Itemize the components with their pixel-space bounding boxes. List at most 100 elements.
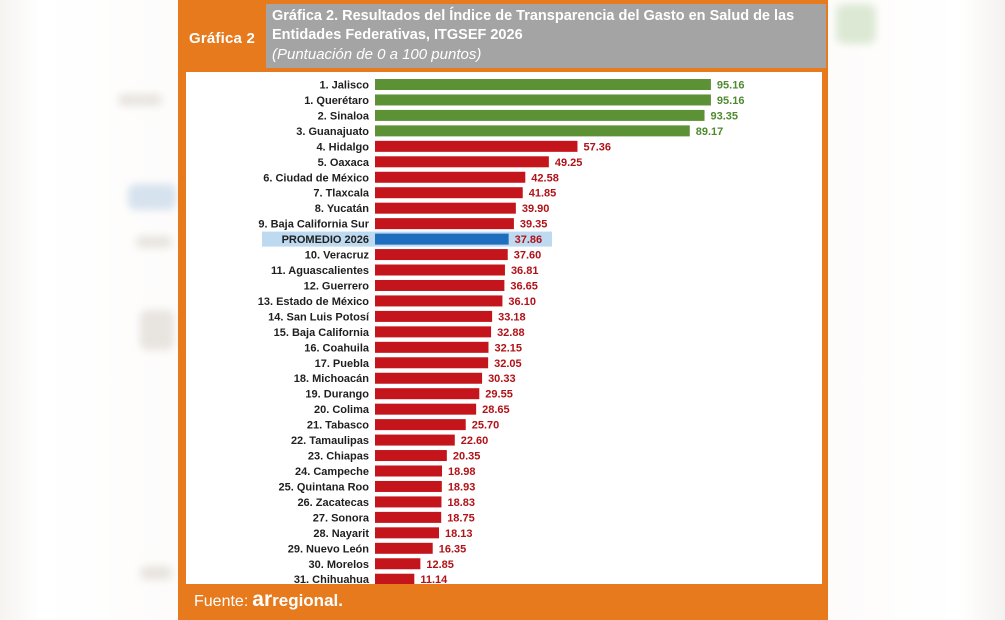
category-label: 7. Tlaxcala	[313, 188, 370, 200]
chart-header: Gráfica 2 Gráfica 2. Resultados del Índi…	[178, 4, 828, 68]
bar	[375, 527, 439, 539]
value-label: 11.14	[420, 574, 448, 584]
category-label: 30. Morelos	[308, 559, 369, 571]
value-label: 95.16	[717, 80, 745, 92]
chart-title-box: Gráfica 2. Resultados del Índice de Tran…	[266, 4, 826, 68]
category-label: 27. Sonora	[313, 512, 370, 524]
value-label: 29.55	[485, 389, 513, 401]
value-label: 41.85	[529, 188, 557, 200]
category-label: PROMEDIO 2026	[282, 234, 369, 246]
value-label: 37.86	[515, 234, 543, 246]
category-label: 9. Baja California Sur	[258, 219, 369, 231]
source-brand: arregional.	[252, 588, 343, 612]
bar	[375, 171, 526, 183]
bar	[375, 403, 477, 415]
bar	[375, 264, 505, 276]
category-label: 14. San Luis Potosí	[268, 311, 370, 323]
bar	[375, 279, 505, 291]
category-label: 28. Nayarit	[313, 528, 369, 540]
bar	[375, 249, 508, 261]
category-label: 6. Ciudad de México	[263, 172, 369, 184]
category-label: 10. Veracruz	[305, 250, 370, 262]
value-label: 18.75	[447, 512, 475, 524]
chart-card: Gráfica 2 Gráfica 2. Resultados del Índi…	[178, 0, 828, 620]
value-label: 12.85	[426, 559, 454, 571]
bar	[375, 156, 549, 168]
category-label: 21. Tabasco	[307, 420, 369, 432]
bar	[375, 542, 433, 554]
value-label: 18.93	[448, 481, 476, 493]
category-label: 22. Tamaulipas	[291, 435, 369, 447]
bar	[375, 125, 690, 137]
value-label: 57.36	[583, 141, 611, 153]
value-label: 39.90	[522, 203, 550, 215]
bar	[375, 388, 480, 400]
category-label: 8. Yucatán	[315, 203, 369, 215]
category-label: 2. Sinaloa	[318, 110, 370, 122]
chart-badge: Gráfica 2	[178, 18, 266, 58]
bar	[375, 450, 447, 462]
value-label: 18.83	[447, 497, 475, 509]
category-label: 20. Colima	[314, 404, 370, 416]
category-label: 23. Chiapas	[308, 451, 369, 463]
value-label: 32.05	[494, 358, 522, 370]
source-brand-bold: ar	[252, 588, 273, 611]
category-label: 11. Aguascalientes	[271, 265, 369, 277]
bar	[375, 94, 711, 106]
value-label: 95.16	[717, 95, 745, 107]
chart-title-line2: Entidades Federativas, ITGSEF 2026	[272, 27, 523, 43]
value-label: 32.88	[497, 327, 525, 339]
category-label: 31. Chihuahua	[294, 574, 370, 584]
bar	[375, 341, 489, 353]
category-label: 4. Hidalgo	[316, 141, 369, 153]
value-label: 18.98	[448, 466, 476, 478]
value-label: 36.65	[510, 280, 538, 292]
bar	[375, 573, 415, 584]
value-label: 20.35	[453, 451, 481, 463]
category-label: 16. Coahuila	[304, 342, 370, 354]
bar	[375, 357, 489, 369]
bar	[375, 465, 442, 477]
bar	[375, 419, 466, 431]
value-label: 89.17	[696, 126, 724, 138]
background-smudge	[136, 236, 172, 248]
category-label: 26. Zacatecas	[297, 497, 369, 509]
value-label: 16.35	[439, 543, 467, 555]
category-label: 29. Nuevo León	[288, 543, 370, 555]
category-label: 1. Querétaro	[304, 95, 369, 107]
value-label: 93.35	[711, 110, 739, 122]
category-label: 13. Estado de México	[258, 296, 370, 308]
bar	[375, 434, 455, 446]
bar	[375, 79, 711, 90]
chart-title-line1: Gráfica 2. Resultados del Índice de Tran…	[272, 8, 795, 24]
value-label: 25.70	[472, 420, 500, 432]
value-label: 33.18	[498, 311, 526, 323]
background-smudge	[128, 184, 176, 210]
bar	[375, 480, 442, 492]
bar	[375, 372, 483, 384]
bar	[375, 187, 523, 199]
category-label: 15. Baja California	[274, 327, 370, 339]
category-label: 25. Quintana Roo	[279, 481, 370, 493]
category-label: 17. Puebla	[315, 358, 370, 370]
value-label: 28.65	[482, 404, 510, 416]
bar-chart: 1. Jalisco 95.16 1. Querétaro 95.16 2. Sinal…	[258, 79, 745, 584]
bar	[375, 140, 578, 152]
bar	[375, 511, 442, 523]
bar	[375, 496, 442, 508]
bar	[375, 295, 503, 307]
category-label: 1. Jalisco	[319, 80, 369, 92]
category-label: 5. Oaxaca	[318, 157, 370, 169]
bar	[375, 326, 492, 338]
background-smudge	[140, 310, 174, 350]
category-label: 18. Michoacán	[294, 373, 369, 385]
bar	[375, 310, 493, 322]
value-label: 30.33	[488, 373, 516, 385]
value-label: 22.60	[461, 435, 489, 447]
value-label: 36.10	[508, 296, 536, 308]
value-label: 37.60	[514, 250, 542, 262]
value-label: 42.58	[531, 172, 559, 184]
bar	[375, 218, 514, 230]
background-smudge	[140, 566, 172, 580]
bar	[375, 558, 421, 570]
